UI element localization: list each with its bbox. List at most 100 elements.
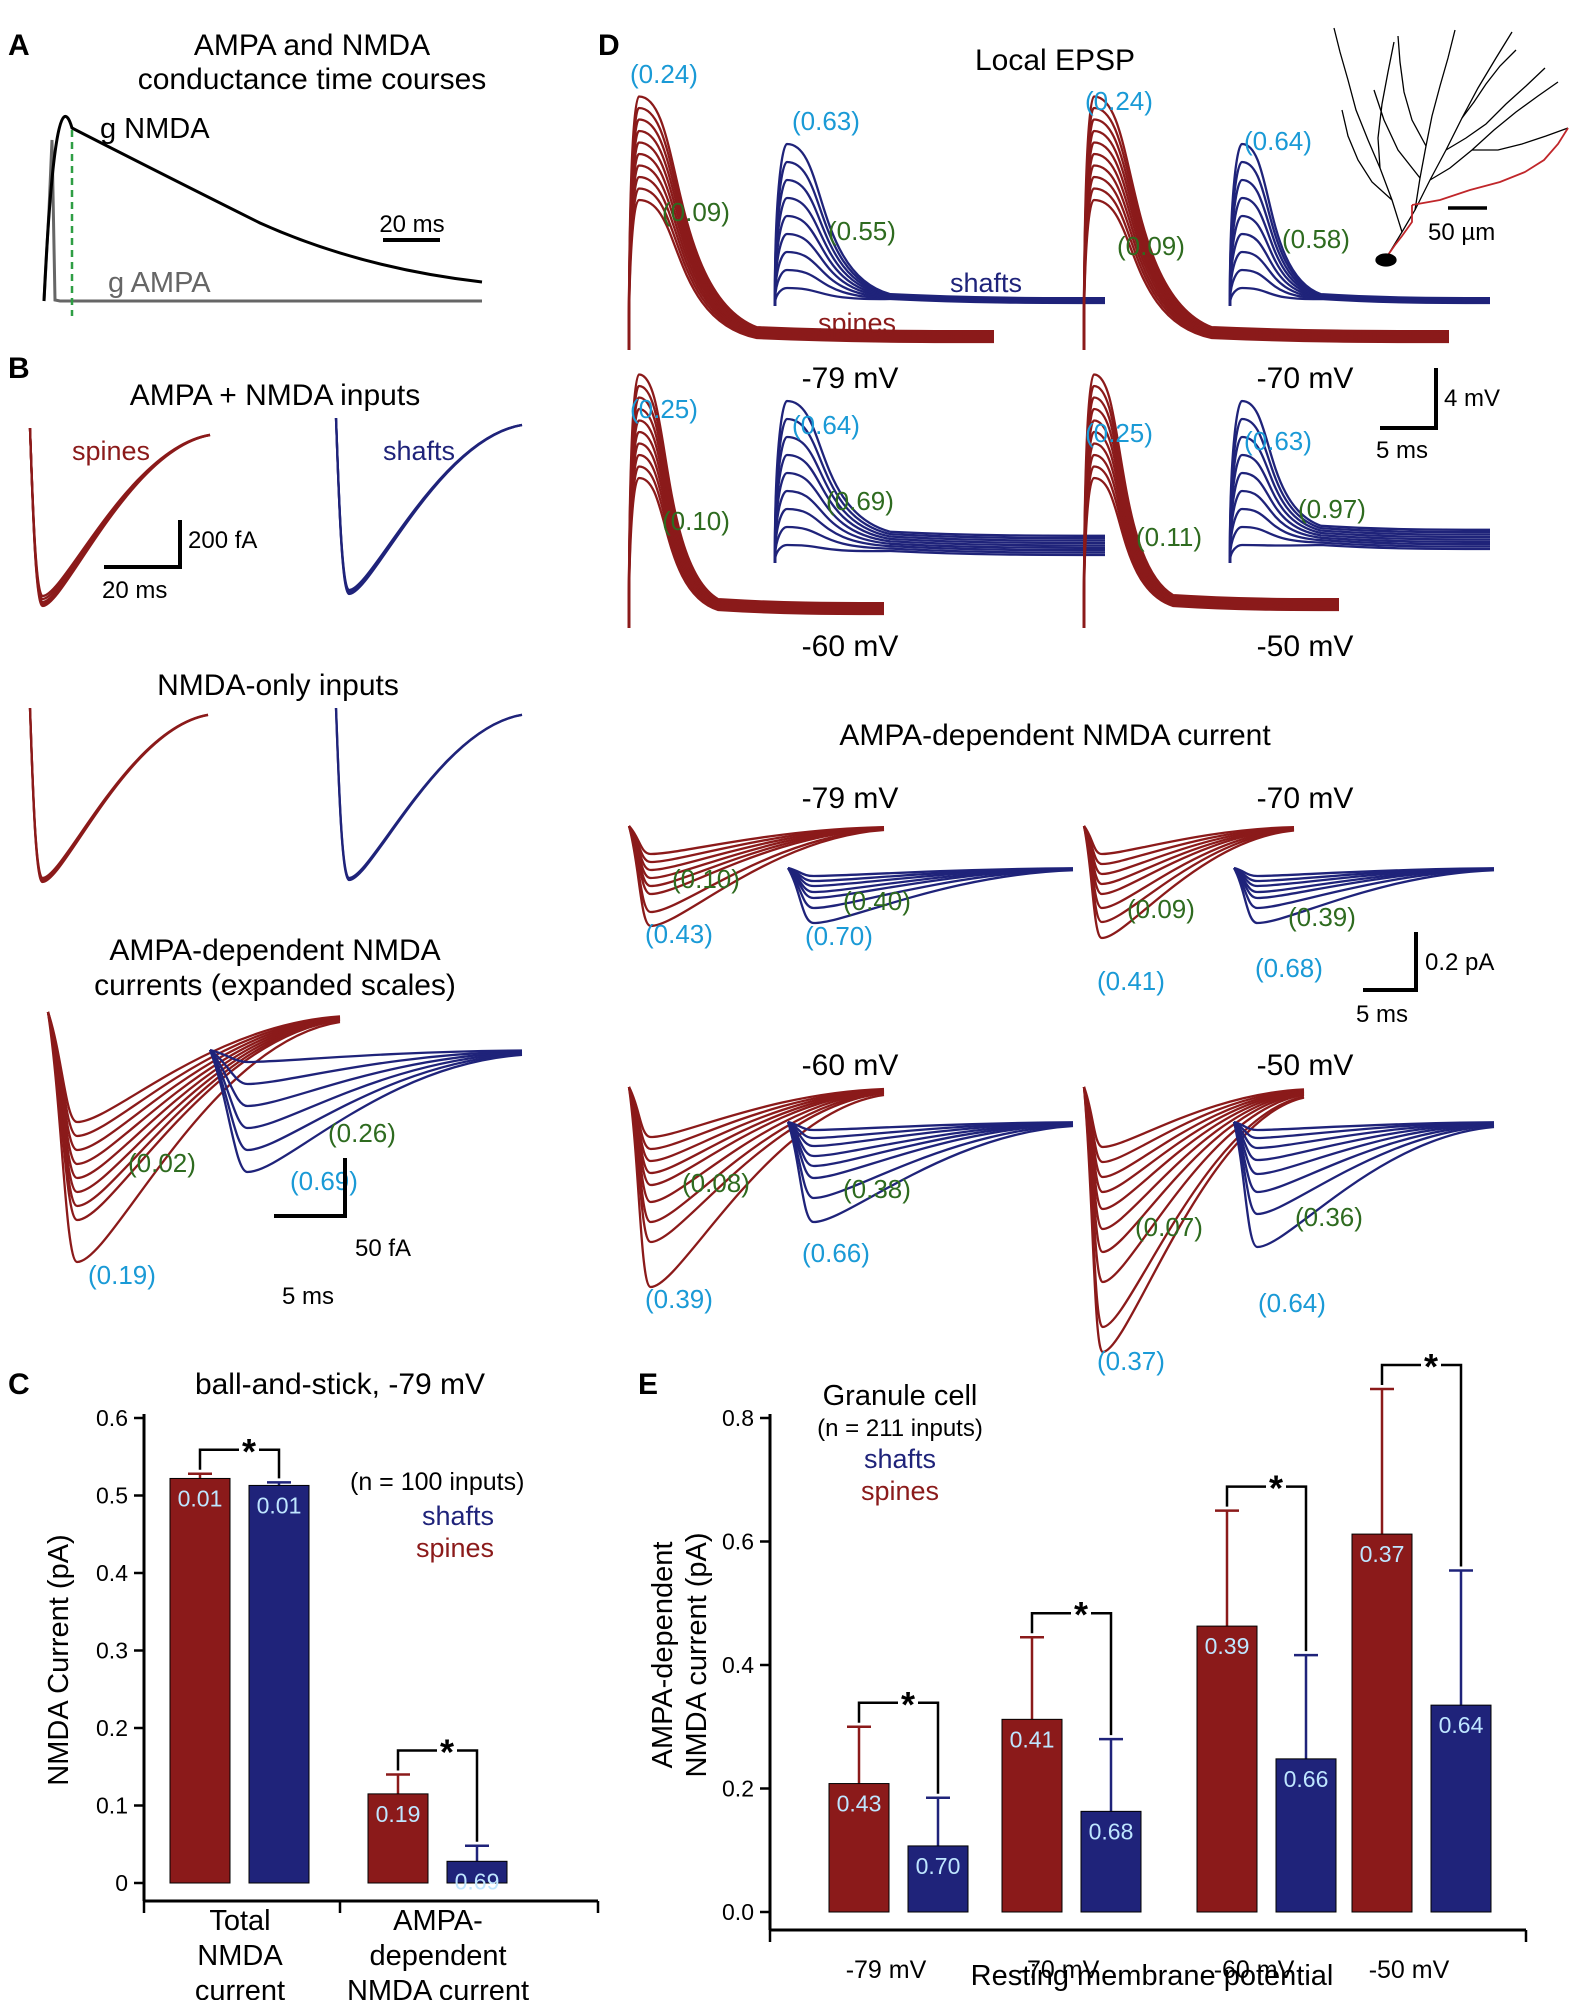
y-tick-label: 0.4 — [722, 1652, 754, 1678]
d-epsp-voltage-1: -79 mV — [802, 362, 899, 395]
significance-bracket — [1380, 1363, 1463, 1567]
d-cur-3-spines-green: (0.08) — [682, 1168, 750, 1198]
b3-shafts-blue-ratio: (0.69) — [290, 1166, 358, 1196]
d-cur-3-shaft-trace-8 — [786, 1121, 1074, 1224]
spines-bar — [828, 1783, 890, 1913]
significance-star: * — [440, 1732, 454, 1773]
b2-spine-trace-2 — [28, 707, 209, 882]
d-epsp-2-spines-blue: (0.24) — [1085, 86, 1153, 116]
d-cur-2-shafts-green: (0.39) — [1288, 902, 1356, 932]
d-cur-3-spine-trace-1 — [627, 1086, 885, 1139]
d-epsp-3-shaft-trace-7 — [773, 435, 1106, 563]
panel-b-title-3a: AMPA-dependent NMDA — [109, 934, 440, 967]
d-cur-4-shafts-green: (0.36) — [1295, 1202, 1363, 1232]
d-cur-4-shaft-trace-2 — [1233, 1120, 1495, 1140]
d-cur-1-spines-green: (0.10) — [672, 864, 740, 894]
panel-e-ylabel-2: NMDA current (pA) — [681, 1533, 713, 1778]
shafts-bar-label: 0.66 — [1284, 1766, 1329, 1792]
significance-star: * — [242, 1431, 256, 1472]
d-cur-2-spine-trace-1 — [1083, 825, 1295, 856]
scale-a-label: 20 ms — [379, 211, 444, 238]
panel-c-category-2: AMPA-dependent NMDA current — [347, 1905, 529, 2000]
d-cur-1-spines-blue: (0.43) — [645, 919, 713, 949]
d-epsp-3-shafts-green: (0.69) — [826, 486, 894, 516]
x-category-line: dependent — [369, 1940, 506, 1972]
panel-label-c: C — [8, 1368, 30, 1401]
d-cur-2-shafts-blue: (0.68) — [1255, 953, 1323, 983]
panel-c-legend-shafts: shafts — [422, 1501, 494, 1531]
y-tick-label: 0.1 — [96, 1793, 128, 1819]
d-cur-1-spine-trace-6 — [627, 825, 885, 896]
scale-bar-b1 — [104, 520, 182, 569]
y-tick-label: 0.6 — [722, 1529, 754, 1555]
panel-c-legend-spines: spines — [416, 1533, 494, 1563]
b3-shafts-traces — [208, 1048, 523, 1174]
d-cur-3-spines-blue: (0.39) — [645, 1284, 713, 1314]
x-category-label: -60 mV — [1214, 1956, 1295, 1984]
d-cur-3-shaft-trace-2 — [787, 1120, 1074, 1140]
panel-label-d: D — [598, 29, 620, 62]
d-epsp-4-shafts-green: (0.97) — [1298, 494, 1366, 524]
d-epsp-3-shaft-trace-4 — [773, 489, 1106, 563]
significance-bracket — [396, 1749, 479, 1842]
panel-label-b: B — [8, 352, 30, 385]
b3-spines-green-ratio: (0.02) — [128, 1148, 196, 1178]
d-epsp-4-shaft-trace-1 — [1228, 543, 1491, 563]
panel-d-title: Local EPSP — [975, 44, 1135, 77]
panel-d-title-2: AMPA-dependent NMDA current — [839, 719, 1271, 752]
panel-label-a: A — [8, 29, 30, 62]
y-tick-label: 0.5 — [96, 1483, 128, 1509]
x-category-label: -50 mV — [1369, 1956, 1450, 1984]
d-epsp-4-shaft-trace-6 — [1228, 453, 1491, 563]
b3-shaft-trace-5 — [208, 1049, 523, 1152]
d-cur-4-shaft-trace-1 — [1233, 1120, 1495, 1132]
d-cur-3-shaft-trace-5 — [787, 1121, 1074, 1168]
d-shafts-label: shafts — [950, 268, 1022, 298]
panel-e-n: (n = 211 inputs) — [817, 1415, 983, 1442]
b3-shaft-trace-6 — [208, 1049, 523, 1174]
g-nmda-label: g NMDA — [100, 113, 210, 145]
b1-shaft-trace-3 — [334, 417, 523, 596]
b3-shaft-trace-3 — [209, 1049, 523, 1108]
d-epsp-3-shaft-trace-8 — [773, 417, 1106, 563]
spines-bar — [169, 1477, 231, 1884]
spines-bar — [1196, 1625, 1258, 1913]
panel-d: D Local EPSP shafts spines 50 µm 4 mV 5 — [598, 27, 1569, 1354]
d-cur-4-shaft-trace-7 — [1232, 1121, 1495, 1216]
d-cur-2-shaft-trace-4 — [1233, 867, 1495, 894]
d-epsp-voltage-3: -60 mV — [802, 630, 899, 663]
x-category-label: -79 mV — [846, 1956, 927, 1984]
shafts-bar-label: 0.68 — [1089, 1818, 1134, 1844]
d-epsp-3-spine-trace-10 — [627, 373, 885, 628]
d-epsp-4-shafts-blue: (0.63) — [1244, 426, 1312, 456]
b3-shaft-trace-1 — [209, 1048, 523, 1064]
d-cur-3-shafts-blue: (0.66) — [802, 1238, 870, 1268]
d-cur-3-shaft-trace-7 — [786, 1121, 1074, 1200]
scale-d-epsp-x: 5 ms — [1376, 437, 1428, 464]
d-epsp-4-spines-blue: (0.25) — [1085, 418, 1153, 448]
spines-bar-label: 0.19 — [376, 1801, 421, 1827]
d-epsp-2-shafts-blue: (0.64) — [1244, 126, 1312, 156]
b3-spine-trace-8 — [46, 1011, 341, 1222]
y-tick-label: 0 — [115, 1870, 128, 1896]
shafts-bar — [248, 1484, 310, 1884]
d-cur-2-spine-trace-2 — [1082, 825, 1295, 866]
d-cur-2-shaft-trace-3 — [1233, 867, 1495, 888]
b2-spine-trace-3 — [28, 707, 209, 884]
d-epsp-1-spine-trace-10 — [627, 95, 995, 350]
shafts-bar-label: 0.64 — [1439, 1712, 1484, 1738]
d-epsp-2-spine-trace-10 — [1082, 95, 1450, 350]
panel-c-n: (n = 100 inputs) — [350, 1468, 524, 1496]
d-cur-4-spine-trace-8 — [1082, 1086, 1305, 1284]
d-epsp-voltage-2: -70 mV — [1257, 362, 1354, 395]
x-category-line: Total — [209, 1905, 270, 1937]
d-labels: -79 mV -70 mV -60 mV -50 mV (0.24) (0.09… — [630, 59, 1366, 1376]
panel-c-ylabel: NMDA Current (pA) — [43, 1534, 75, 1785]
d-cur-1-spine-trace-1 — [628, 825, 885, 856]
y-tick-label: 0.3 — [96, 1638, 128, 1664]
d-spines-label: spines — [818, 308, 896, 338]
d-epsp-4-shaft-trace-4 — [1228, 489, 1491, 563]
d-epsp-2-shaft-trace-9 — [1228, 142, 1491, 306]
b2-spine-trace-1 — [28, 707, 209, 880]
